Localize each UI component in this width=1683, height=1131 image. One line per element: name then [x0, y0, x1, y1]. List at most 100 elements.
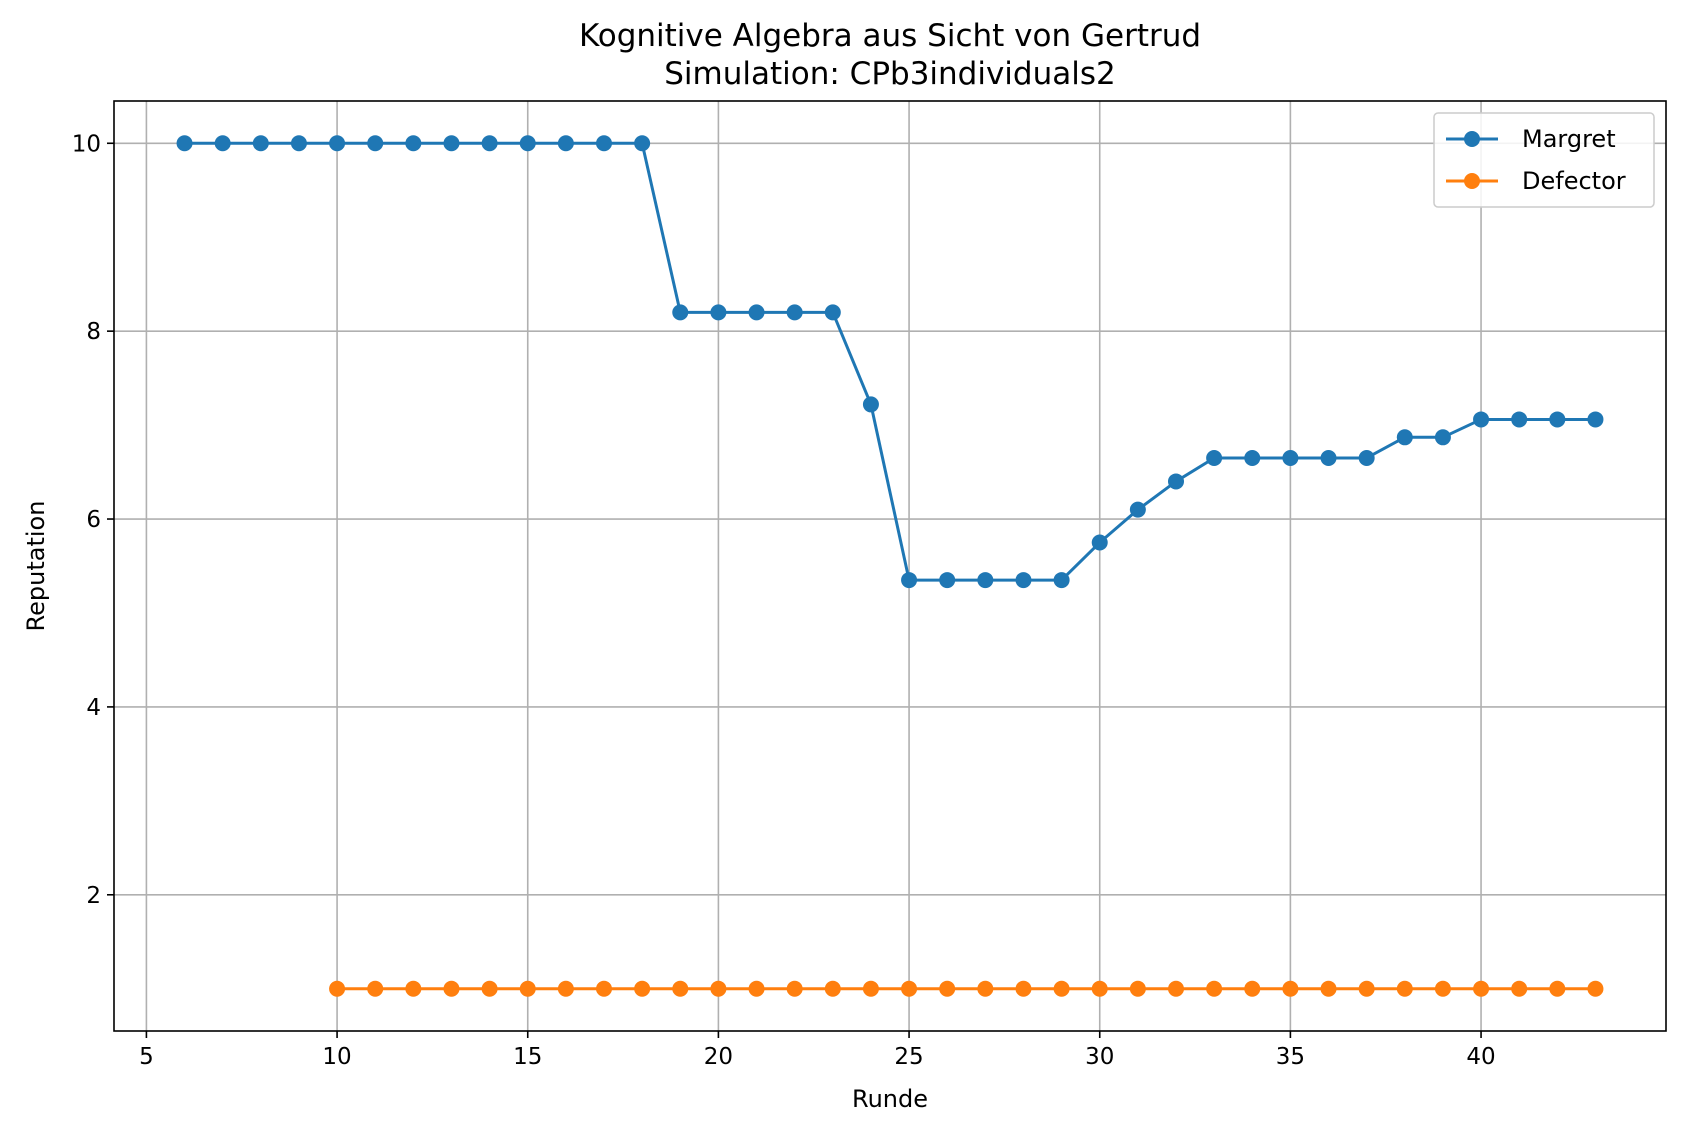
data-point-margret [1434, 429, 1451, 446]
data-point-margret [252, 135, 269, 152]
data-point-defector [1396, 980, 1413, 997]
data-point-margret [557, 135, 574, 152]
data-point-defector [1206, 980, 1223, 997]
data-point-margret [596, 135, 612, 152]
data-point-margret [939, 572, 956, 589]
data-point-defector [634, 980, 651, 997]
y-tick-label: 4 [86, 695, 101, 721]
legend-frame [1433, 112, 1655, 208]
data-point-margret [1206, 449, 1223, 466]
data-point-defector [405, 980, 422, 997]
x-tick-label: 10 [322, 1044, 351, 1070]
data-point-margret [786, 304, 803, 321]
data-point-margret [1015, 572, 1032, 589]
data-point-margret [519, 135, 536, 152]
data-point-defector [901, 980, 918, 997]
x-tick-label: 20 [704, 1044, 733, 1070]
data-point-defector [1434, 980, 1451, 997]
data-point-margret [1587, 411, 1604, 428]
data-point-defector [367, 980, 384, 997]
data-point-defector [862, 980, 879, 997]
data-point-defector [1015, 980, 1032, 997]
data-point-margret [748, 304, 765, 321]
data-point-margret [824, 304, 841, 321]
y-tick-label: 8 [86, 319, 101, 345]
data-point-defector [596, 980, 612, 997]
x-tick-label: 30 [1085, 1044, 1114, 1070]
data-point-defector [1587, 980, 1604, 997]
plot-frame [113, 100, 1667, 1032]
data-point-margret [1358, 449, 1375, 466]
data-point-margret [214, 135, 231, 152]
chart-subtitle: Simulation: CPb3individuals2 [664, 56, 1115, 92]
data-point-margret [1244, 449, 1261, 466]
data-point-defector [519, 980, 536, 997]
axis-ticks: 5 10 15 20 25 30 35 40 2 4 6 8 10 [72, 131, 1496, 1070]
x-axis-label: Runde [852, 1085, 928, 1113]
data-point-margret [1549, 411, 1566, 428]
grid [114, 101, 1666, 1031]
legend-marker-defector [1464, 173, 1480, 189]
data-point-defector [1511, 980, 1528, 997]
y-axis-label: Reputation [22, 501, 50, 632]
data-point-defector [1320, 980, 1337, 997]
x-tick-label: 40 [1466, 1044, 1495, 1070]
series-layer [176, 135, 1604, 997]
legend-label-defector: Defector [1522, 167, 1626, 195]
data-point-defector [1053, 980, 1070, 997]
data-point-margret [405, 135, 422, 152]
data-point-margret [1282, 449, 1299, 466]
data-point-defector [481, 980, 498, 997]
data-point-defector [1282, 980, 1299, 997]
data-point-margret [481, 135, 498, 152]
data-point-margret [443, 135, 460, 152]
data-point-defector [1091, 980, 1108, 997]
data-point-defector [939, 980, 956, 997]
x-tick-label: 35 [1276, 1044, 1305, 1070]
data-point-defector [977, 980, 994, 997]
legend: Margret Defector [1433, 112, 1655, 208]
data-point-margret [1053, 572, 1070, 589]
data-point-margret [1168, 473, 1184, 490]
data-point-defector [1129, 980, 1146, 997]
data-point-margret [977, 572, 994, 589]
data-point-defector [443, 980, 460, 997]
data-point-defector [786, 980, 803, 997]
y-tick-label: 6 [86, 507, 101, 533]
data-point-margret [290, 135, 307, 152]
y-tick-label: 2 [86, 883, 101, 909]
x-tick-label: 15 [513, 1044, 542, 1070]
data-point-defector [1549, 980, 1566, 997]
data-point-margret [1320, 449, 1337, 466]
data-point-margret [329, 135, 346, 152]
data-point-defector [824, 980, 841, 997]
data-point-margret [634, 135, 651, 152]
legend-marker-margret [1464, 131, 1480, 147]
data-point-defector [710, 980, 727, 997]
data-point-margret [1129, 501, 1146, 518]
x-tick-label: 25 [894, 1044, 923, 1070]
data-point-margret [710, 304, 727, 321]
data-point-margret [1091, 534, 1108, 551]
y-tick-label: 10 [72, 131, 101, 157]
data-point-margret [1511, 411, 1528, 428]
legend-label-margret: Margret [1522, 125, 1616, 153]
data-point-defector [748, 980, 765, 997]
data-point-margret [901, 572, 918, 589]
data-point-defector [329, 980, 346, 997]
data-point-margret [672, 304, 689, 321]
data-point-defector [1168, 980, 1184, 997]
data-point-margret [1396, 429, 1413, 446]
chart-title: Kognitive Algebra aus Sicht von Gertrud [579, 18, 1201, 54]
data-point-margret [367, 135, 384, 152]
data-point-defector [1473, 980, 1490, 997]
data-point-margret [862, 396, 879, 413]
data-point-defector [672, 980, 689, 997]
data-point-margret [176, 135, 193, 152]
data-point-margret [1473, 411, 1490, 428]
data-point-defector [1244, 980, 1261, 997]
series-line-margret [184, 141, 1596, 582]
data-point-defector [1358, 980, 1375, 997]
x-tick-label: 5 [139, 1044, 154, 1070]
